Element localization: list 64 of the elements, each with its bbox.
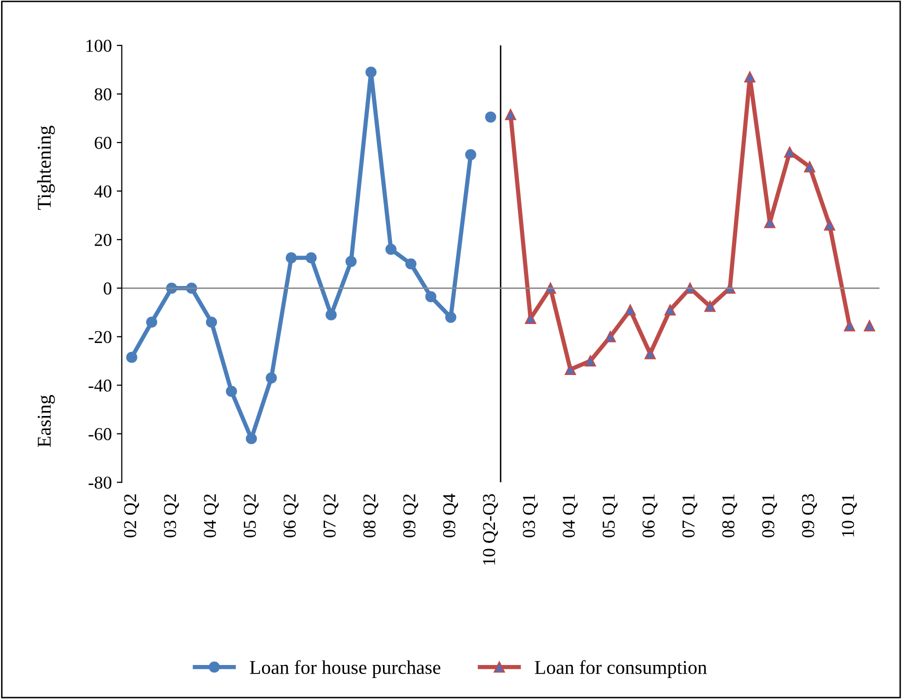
point bbox=[624, 304, 636, 316]
y-tick-label: -60 bbox=[88, 428, 112, 440]
point bbox=[405, 258, 416, 270]
point bbox=[126, 352, 138, 363]
y-tick-label: 0 bbox=[104, 282, 112, 295]
text: Tightening bbox=[37, 126, 55, 210]
point bbox=[445, 312, 456, 323]
x-tick-label: 09 Q2 bbox=[403, 494, 418, 538]
y-tick-label: 40 bbox=[94, 185, 112, 198]
point bbox=[604, 331, 616, 342]
x-tick-label: 08 Q2 bbox=[363, 494, 378, 538]
x-tick-label: 10 Q2-Q3 bbox=[482, 494, 498, 565]
point bbox=[744, 71, 756, 83]
legend-label: Loan for house purchase bbox=[250, 660, 440, 678]
point bbox=[584, 355, 596, 367]
point bbox=[864, 320, 876, 332]
point bbox=[824, 219, 836, 231]
y-tick-label: -80 bbox=[88, 476, 112, 489]
y-tick-label: 80 bbox=[94, 88, 112, 100]
point bbox=[286, 252, 297, 264]
x-tick-label: 03 Q1 bbox=[522, 494, 538, 538]
point bbox=[226, 386, 237, 397]
legend-label: Loan for consumption bbox=[534, 660, 707, 678]
point bbox=[844, 320, 856, 332]
point bbox=[664, 304, 676, 316]
point bbox=[644, 348, 656, 360]
point bbox=[365, 66, 377, 78]
x-tick-label: 07 Q2 bbox=[323, 494, 338, 538]
point bbox=[266, 372, 277, 384]
y-tick-label: -20 bbox=[88, 330, 112, 344]
point bbox=[146, 316, 158, 328]
x-tick-label: 09 Q4 bbox=[443, 494, 458, 538]
point bbox=[425, 291, 436, 302]
point bbox=[246, 433, 257, 444]
x-tick-label: 05 Q2 bbox=[244, 494, 259, 538]
x-tick-label: 06 Q1 bbox=[642, 494, 658, 538]
x-tick-label: 07 Q1 bbox=[682, 494, 698, 538]
x-tick-label: 04 Q2 bbox=[204, 494, 219, 538]
point bbox=[346, 256, 357, 267]
x-tick-label: 05 Q1 bbox=[602, 494, 618, 538]
x-tick-label: 02 Q2 bbox=[124, 494, 140, 538]
point bbox=[385, 244, 396, 255]
x-tick-label: 04 Q1 bbox=[562, 494, 578, 538]
x-tick-label: 08 Q1 bbox=[722, 494, 738, 538]
point bbox=[704, 300, 716, 312]
x-tick-label: 06 Q2 bbox=[284, 494, 299, 538]
x-tick-label: 03 Q2 bbox=[164, 494, 179, 538]
point bbox=[784, 146, 796, 158]
point bbox=[564, 364, 576, 376]
y-tick-label: 60 bbox=[94, 136, 112, 149]
y-tick-label: 100 bbox=[86, 40, 112, 52]
x-tick-label: 10 Q1 bbox=[842, 494, 857, 536]
point bbox=[206, 316, 218, 328]
x-tick-label: 09 Q1 bbox=[762, 494, 778, 538]
point bbox=[804, 161, 816, 172]
text: Easing bbox=[38, 395, 55, 448]
point bbox=[485, 111, 496, 123]
point bbox=[505, 109, 516, 120]
y-tick-label: 20 bbox=[94, 234, 112, 246]
x-tick-label: 09 Q3 bbox=[802, 494, 817, 538]
y-tick-label: -40 bbox=[88, 379, 112, 392]
point bbox=[326, 309, 337, 320]
point bbox=[306, 252, 317, 264]
point bbox=[465, 149, 476, 160]
